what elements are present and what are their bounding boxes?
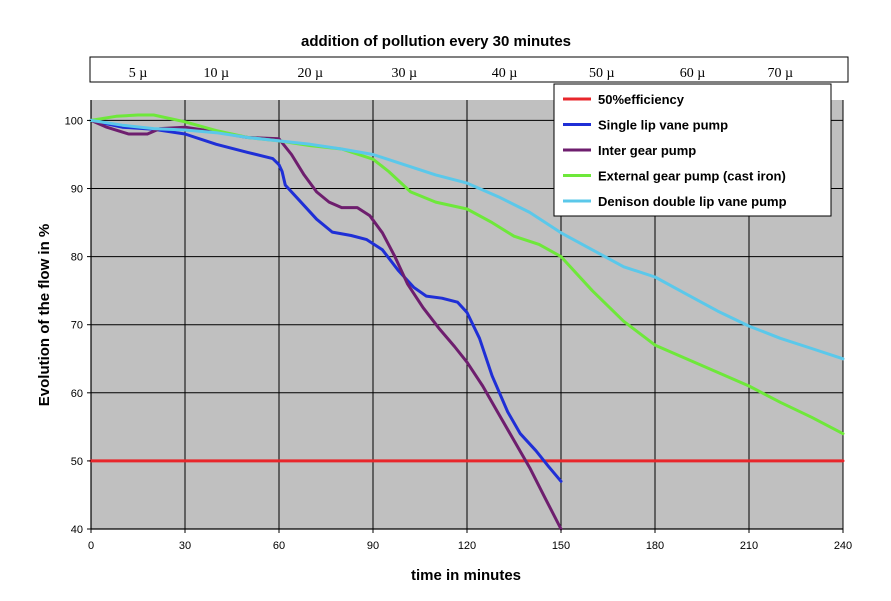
x-tick-label: 0: [88, 540, 94, 552]
y-tick-label: 80: [71, 252, 83, 264]
legend-entry: Inter gear pump: [598, 143, 696, 158]
x-tick-label: 240: [834, 540, 852, 552]
legend-entry: Denison double lip vane pump: [598, 194, 787, 209]
legend-entry: Single lip vane pump: [598, 118, 728, 133]
y-axis-title: Evolution of the flow in %: [36, 224, 53, 406]
x-tick-label: 90: [367, 540, 379, 552]
series-lines: [89, 113, 845, 531]
pollution-band-label: 10 µ: [204, 66, 230, 81]
pollution-band-frame: [89, 56, 849, 83]
y-tick-label: 70: [71, 320, 83, 332]
series-line-5: [89, 118, 845, 361]
y-tick-label: 60: [71, 388, 83, 400]
pollution-band-label: 70 µ: [768, 66, 794, 81]
y-tick-label: 40: [71, 524, 83, 536]
series-line-4: [89, 113, 845, 436]
y-tick-label: 50: [71, 456, 83, 468]
x-tick-label: 210: [740, 540, 758, 552]
y-tick-label: 100: [65, 115, 83, 127]
chart-title: addition of pollution every 30 minutes: [301, 33, 571, 50]
pollution-band-label: 40 µ: [492, 66, 518, 81]
pollution-band-label: 5 µ: [129, 66, 148, 81]
x-tick-label: 150: [552, 540, 570, 552]
legend: 50%efficiency Single lip vane pump Inter g…: [553, 83, 832, 217]
series-line-3: [89, 118, 563, 531]
legend-entry: External gear pump (cast iron): [598, 169, 786, 184]
series-line-2: [89, 118, 563, 483]
x-tick-label: 120: [458, 540, 476, 552]
tick-labels: 40 50 60 70 80 90 100 0 30 60 90 120 150 180 210 240: [65, 115, 853, 552]
x-axis-title: time in minutes: [411, 567, 521, 584]
pollution-band-label: 50 µ: [589, 66, 615, 81]
legend-entry: 50%efficiency: [598, 92, 685, 107]
x-tick-label: 180: [646, 540, 664, 552]
x-tick-label: 60: [273, 540, 285, 552]
pollution-band-label: 30 µ: [392, 66, 418, 81]
legend-box: [553, 83, 832, 217]
pollution-band: 5 µ 10 µ 20 µ 30 µ 40 µ 50 µ 60 µ 70 µ: [129, 66, 793, 81]
pollution-band-label: 60 µ: [680, 66, 706, 81]
y-tick-label: 90: [71, 184, 83, 196]
pollution-band-label: 20 µ: [298, 66, 324, 81]
x-tick-label: 30: [179, 540, 191, 552]
